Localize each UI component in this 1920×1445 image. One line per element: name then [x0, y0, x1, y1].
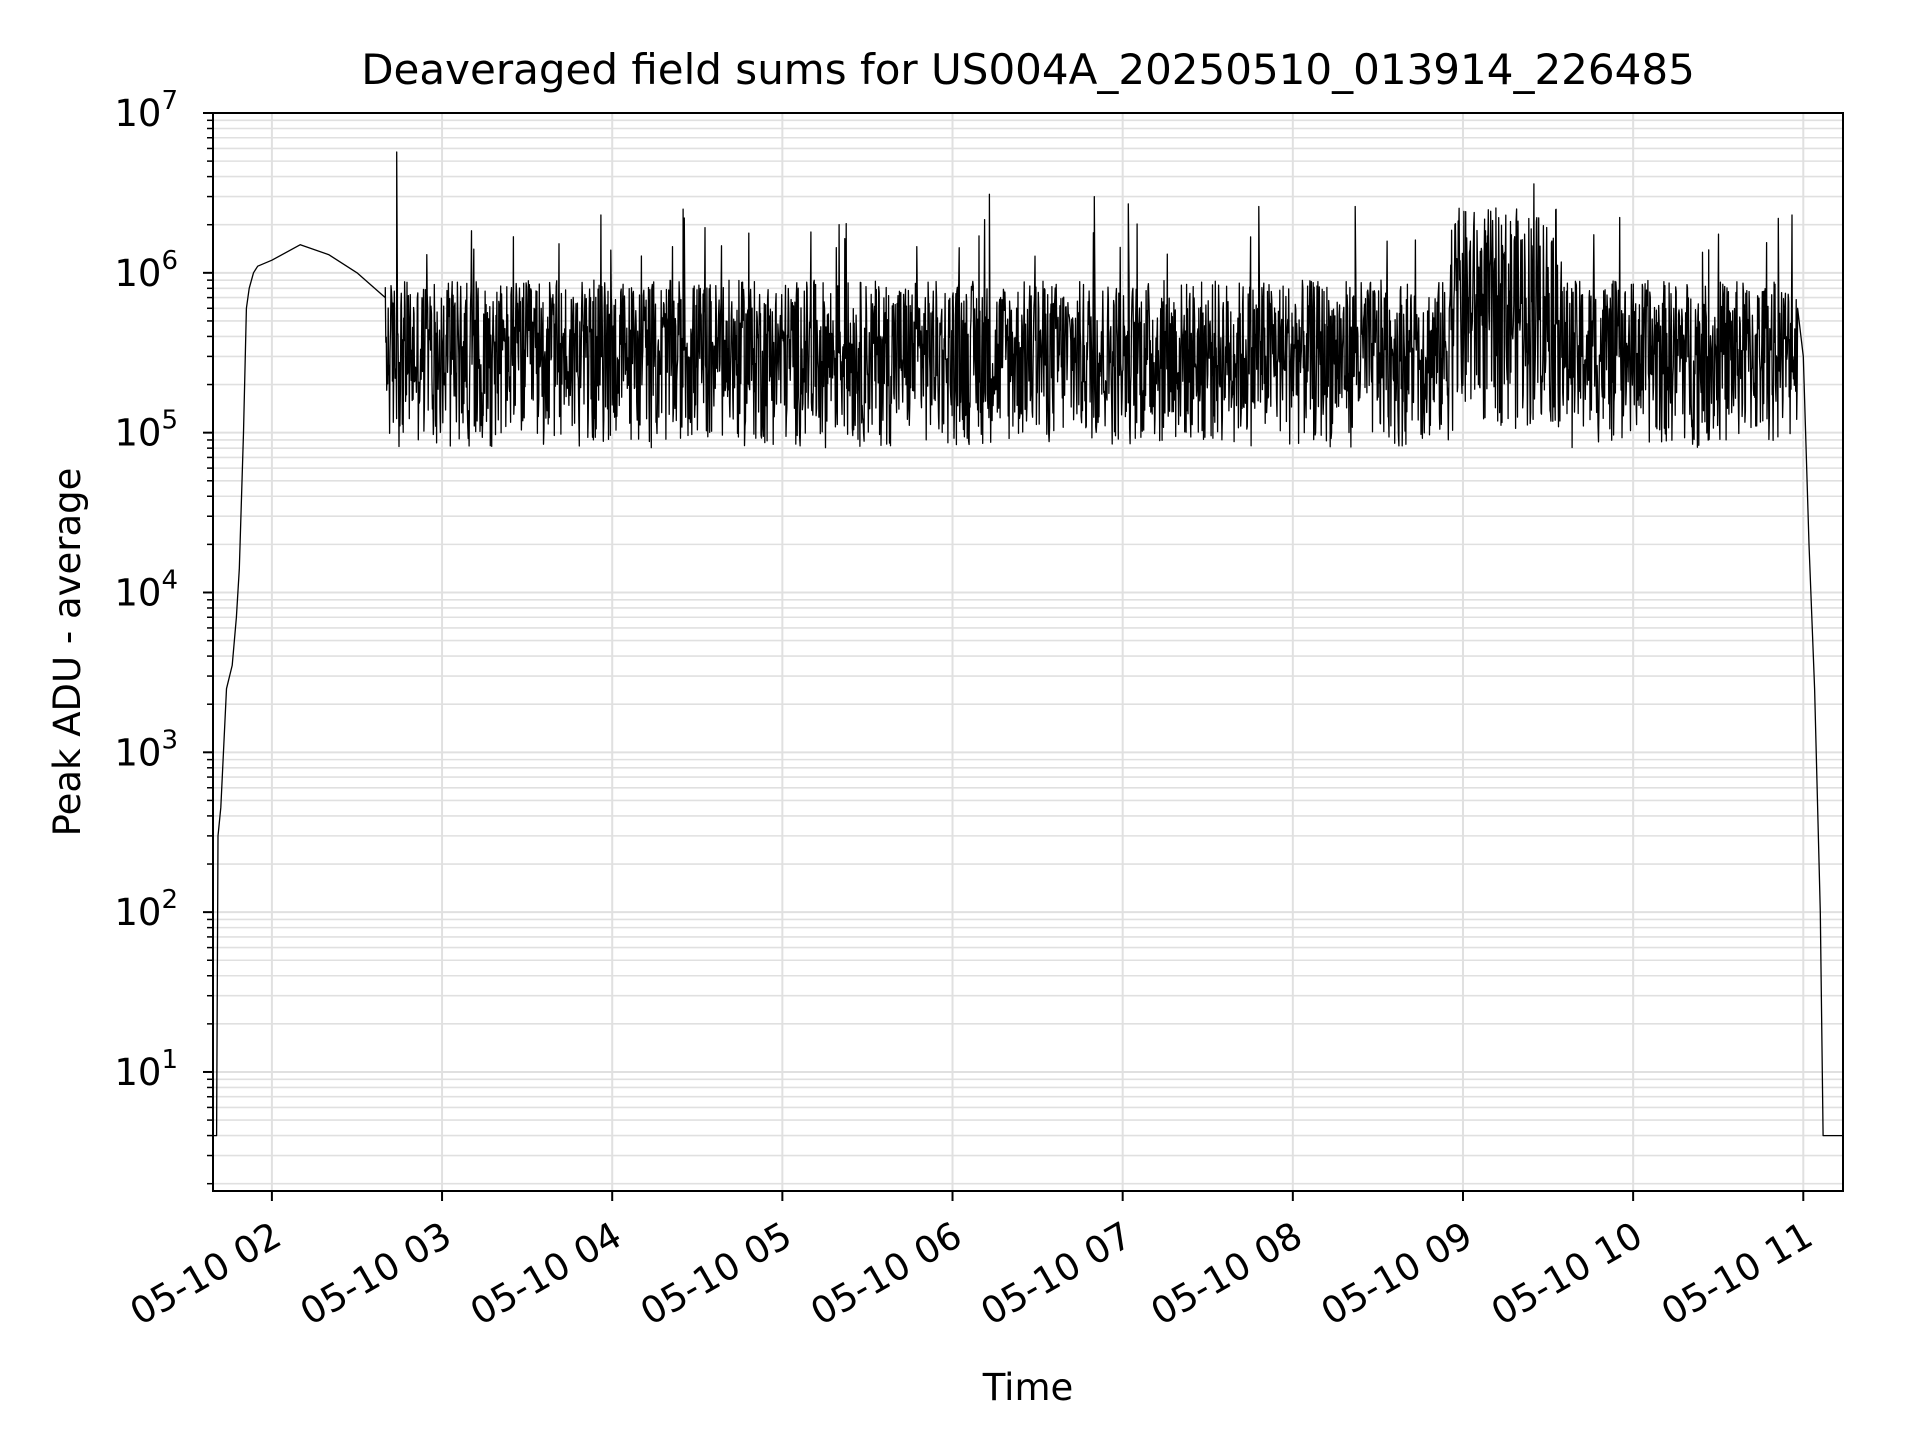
- y-tick-label: 102: [114, 885, 178, 934]
- x-axis-label: Time: [982, 1366, 1074, 1409]
- y-tick-label: 105: [114, 406, 178, 455]
- y-tick-label: 101: [114, 1045, 178, 1094]
- y-tick-base: 10: [114, 92, 161, 135]
- y-tick-exponent: 1: [161, 1045, 178, 1075]
- chart-title: Deaveraged field sums for US004A_2025051…: [361, 45, 1695, 94]
- y-tick-label: 106: [114, 246, 178, 295]
- y-tick-base: 10: [114, 731, 161, 774]
- y-tick-exponent: 3: [161, 725, 178, 755]
- y-tick-base: 10: [114, 252, 161, 295]
- y-tick-base: 10: [114, 891, 161, 934]
- y-tick-exponent: 4: [161, 565, 178, 595]
- y-tick-base: 10: [114, 571, 161, 614]
- y-tick-exponent: 7: [161, 86, 178, 116]
- grid: [213, 112, 1843, 1191]
- y-tick-exponent: 6: [161, 246, 178, 276]
- y-tick-base: 10: [114, 412, 161, 455]
- y-tick-label: 104: [114, 565, 178, 614]
- y-tick-base: 10: [114, 1051, 161, 1094]
- axes-frame: [212, 112, 1844, 1192]
- y-axis-label: Peak ADU - average: [46, 468, 89, 837]
- plot-area: [213, 151, 1843, 1137]
- series-line: [213, 151, 1843, 1137]
- y-tick-exponent: 5: [161, 406, 178, 436]
- y-tick-exponent: 2: [161, 885, 178, 915]
- y-tick-label: 107: [114, 86, 178, 135]
- y-tick-label: 103: [114, 725, 178, 774]
